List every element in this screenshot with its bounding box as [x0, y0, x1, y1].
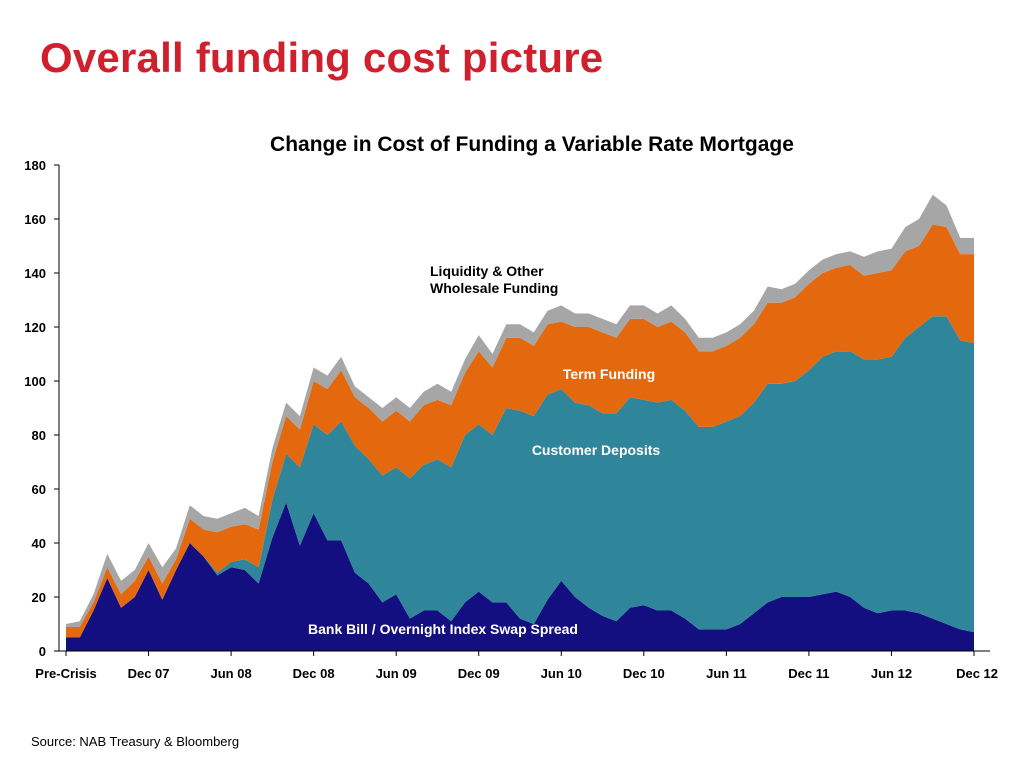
x-tick-label: Jun 08 [210, 666, 251, 681]
x-tick-label: Jun 11 [706, 666, 746, 681]
x-tick-label: Dec 10 [623, 666, 665, 681]
stacked-area-chart: 0 20 40 60 80 100 120 140 160 180 Pre-Crisis Dec 0… [24, 158, 998, 681]
series-label-customer-deposits: Customer Deposits [532, 442, 661, 458]
x-tick-label: Dec 12 [956, 666, 998, 681]
area-bank-bill [66, 502, 974, 651]
x-tick-label: Dec 08 [293, 666, 335, 681]
y-tick-label: 60 [32, 482, 46, 497]
x-tick-label: Dec 11 [788, 666, 829, 681]
series-label-liquidity-line2: Wholesale Funding [430, 280, 558, 296]
chart-axes [58, 165, 990, 652]
chart-title: Change in Cost of Funding a Variable Rat… [270, 133, 794, 156]
y-tick-label: 0 [39, 644, 46, 659]
x-tick-label: Pre-Crisis [35, 666, 96, 681]
x-tick-label: Dec 07 [128, 666, 170, 681]
y-tick-label: 80 [32, 428, 46, 443]
series-label-liquidity-line1: Liquidity & Other [430, 263, 544, 279]
series-label-bank-bill: Bank Bill / Overnight Index Swap Spread [308, 621, 578, 637]
x-tick-label: Jun 12 [871, 666, 912, 681]
series-label-term-funding: Term Funding [563, 366, 655, 382]
y-tick-label: 100 [24, 374, 46, 389]
slide-title: Overall funding cost picture [40, 34, 604, 81]
x-tick-label: Jun 09 [376, 666, 417, 681]
source-note: Source: NAB Treasury & Bloomberg [31, 734, 240, 749]
y-tick-label: 40 [32, 536, 46, 551]
y-tick-label: 140 [24, 266, 46, 281]
series-labels: Liquidity & Other Wholesale Funding Term… [308, 263, 660, 637]
y-tick-label: 180 [24, 158, 46, 173]
chart-areas [66, 194, 974, 651]
x-axis-ticks: Pre-Crisis Dec 07 Jun 08 Dec 08 Jun 09 Dec 09… [35, 651, 998, 681]
x-tick-label: Dec 09 [458, 666, 500, 681]
y-tick-label: 20 [32, 590, 46, 605]
x-tick-label: Jun 10 [541, 666, 582, 681]
area-customer-deposits [66, 316, 974, 638]
y-tick-label: 120 [24, 320, 46, 335]
y-axis-ticks: 0 20 40 60 80 100 120 140 160 180 [24, 158, 59, 659]
y-tick-label: 160 [24, 212, 46, 227]
